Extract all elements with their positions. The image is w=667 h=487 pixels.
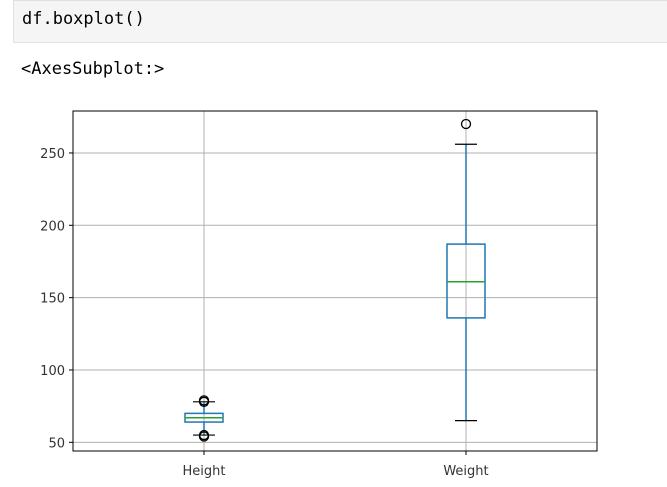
x-tick-label: Weight (443, 464, 488, 479)
output-repr: <AxesSubplot:> (21, 59, 165, 79)
y-tick-label: 50 (48, 436, 65, 451)
axes-frame (72, 110, 598, 452)
box-weight (446, 118, 486, 422)
grid-layer (73, 111, 597, 451)
y-tick-label: 100 (40, 364, 65, 379)
x-tick-label: Height (183, 464, 226, 479)
y-tick-label: 150 (40, 292, 65, 307)
outlier-point (198, 395, 210, 406)
code-text[interactable]: df.boxplot() (22, 9, 145, 29)
box-height (184, 395, 224, 442)
code-cell[interactable]: df.boxplot() (13, 0, 667, 43)
outlier-point (460, 118, 472, 130)
y-tick-label: 200 (40, 219, 65, 234)
y-tick-label: 250 (40, 147, 65, 162)
marks-layer (184, 118, 486, 442)
ticks-layer: 50 100 150 200 250 Height Weight (40, 147, 488, 479)
outlier-point (198, 429, 210, 441)
